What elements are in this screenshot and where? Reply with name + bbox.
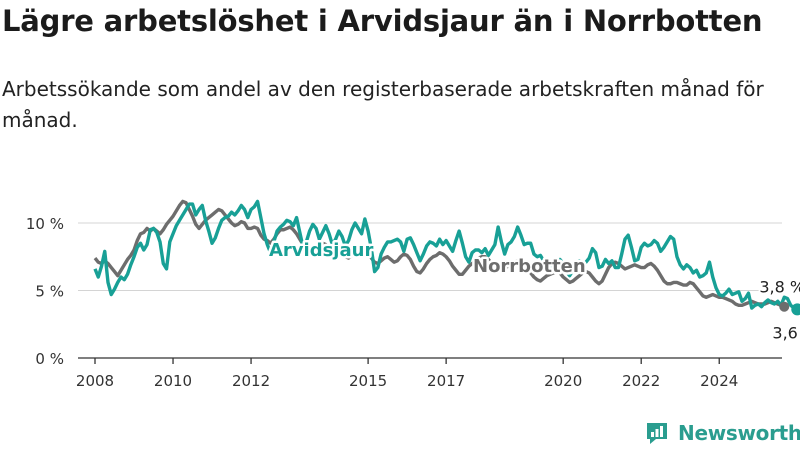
series-label-arvidsjaur-halo: Arvidsjaur [269,240,373,261]
brand-name: Newsworthy [678,421,800,445]
x-tick-label: 2024 [700,372,738,390]
end-label-norrbotten: 3,8 % [759,278,800,297]
newsworthy-logo-icon [647,423,667,444]
x-tick-label: 2020 [544,372,582,390]
x-tick-label: 2017 [427,372,465,390]
end-point-arvidsjaur [791,303,800,316]
x-tick-label: 2008 [76,372,114,390]
x-tick-label: 2012 [232,372,270,390]
series-label-norrbotten: Norrbotten [473,256,586,277]
x-tick-label: 2022 [622,372,660,390]
end-label-norrbotten-halo: 3,8 % [759,278,800,297]
x-tick-label: 2015 [349,372,387,390]
y-tick-label: 0 % [35,350,64,368]
y-tick-label: 10 % [26,215,64,233]
brand: Newsworthy [644,418,800,448]
x-tick-label: 2010 [154,372,192,390]
end-label-arvidsjaur-halo: 3,6 % [772,323,800,342]
series-line-arvidsjaur [93,199,798,311]
series-label-arvidsjaur: Arvidsjaur [269,240,373,261]
end-label-arvidsjaur: 3,6 % [772,323,800,342]
y-tick-label: 5 % [35,283,64,301]
chart-title: Lägre arbetslöshet i Arvidsjaur än i Nor… [2,4,763,38]
end-point-norrbotten [779,301,790,312]
chart-subtitle: Arbetssökande som andel av den registerb… [2,77,764,132]
series-line-norrbotten [93,199,785,309]
series-label-norrbotten-halo: Norrbotten [473,256,586,277]
